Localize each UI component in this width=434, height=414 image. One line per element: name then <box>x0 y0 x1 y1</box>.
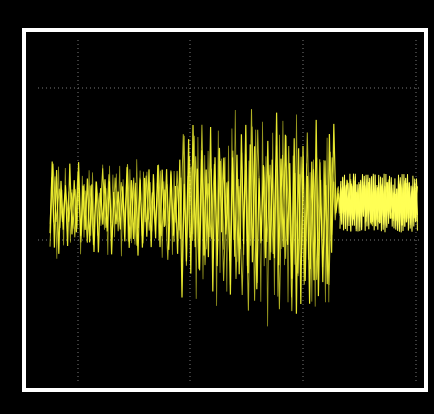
page: (() => { const data = JSON.parse(documen… <box>0 0 434 414</box>
oscilloscope-screen <box>0 0 434 414</box>
